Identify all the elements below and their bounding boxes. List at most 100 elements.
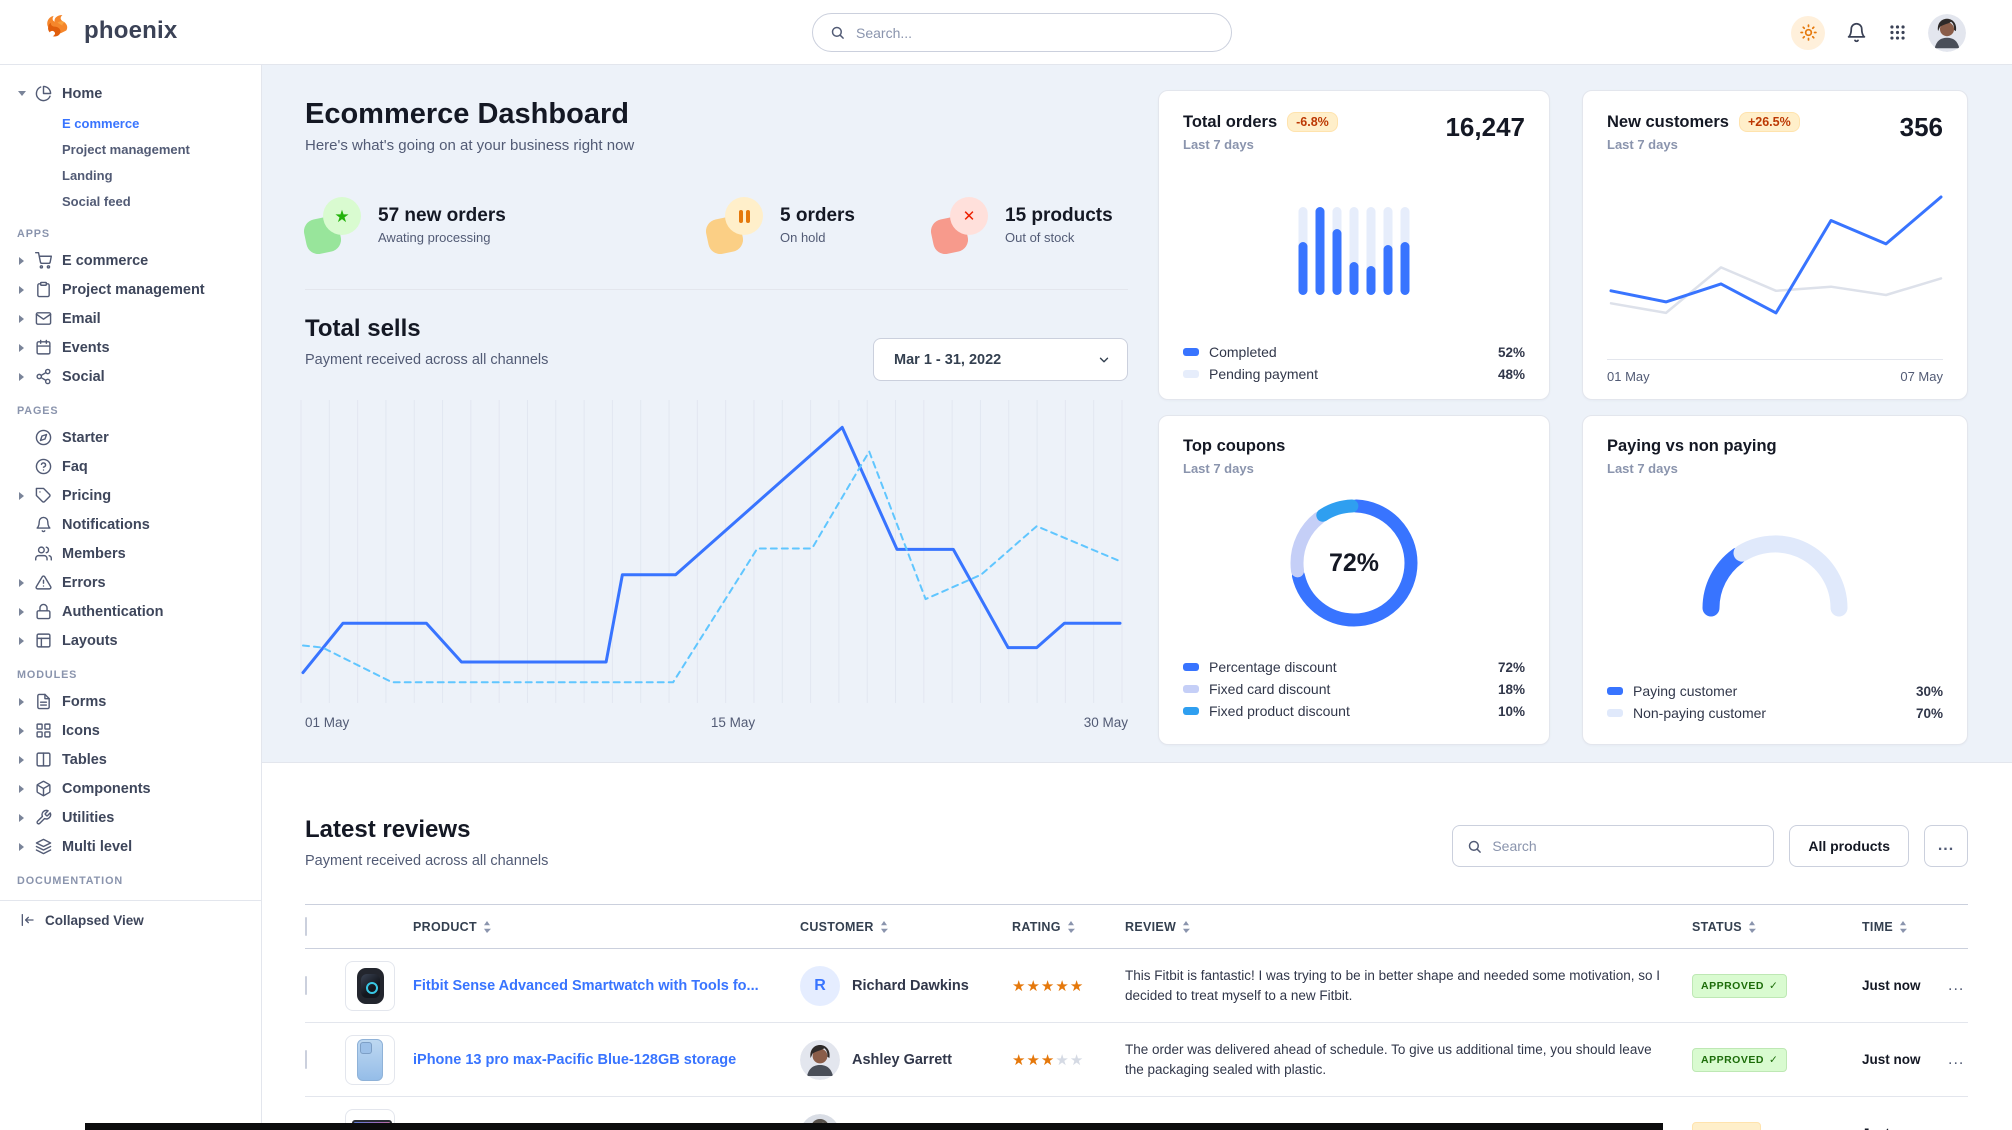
legend-row: Percentage discount 72% <box>1183 656 1525 678</box>
row-more-button[interactable]: ... <box>1948 1050 1965 1068</box>
main-content: Ecommerce Dashboard Here's what's going … <box>262 65 2012 1130</box>
bottom-screen-artifact <box>85 1123 1663 1130</box>
row-more-button[interactable]: ... <box>1948 1125 1968 1130</box>
legend-label: Paying customer <box>1633 683 1738 699</box>
sidebar-item-events[interactable]: Events <box>0 333 261 362</box>
column-header-status[interactable]: STATUS <box>1692 920 1862 934</box>
legend-value: 30% <box>1915 683 1943 699</box>
page-title: Ecommerce Dashboard <box>305 98 629 130</box>
customer-name: Richard Dawkins <box>852 977 969 994</box>
sidebar-item-components[interactable]: Components <box>0 774 261 803</box>
sidebar-item-social-feed[interactable]: Social feed <box>62 193 131 209</box>
order-bar <box>1366 207 1376 295</box>
reviews-search-input[interactable] <box>1492 838 1760 854</box>
x-label-end: 07 May <box>1900 369 1943 384</box>
page-subtitle: Here's what's going on at your business … <box>305 137 635 154</box>
star-icon: ★ <box>1069 1051 1084 1069</box>
sidebar-item-pricing[interactable]: Pricing <box>0 481 261 510</box>
card-period: Last 7 days <box>1607 137 1678 152</box>
sidebar-item-project-management[interactable]: Project management <box>62 141 190 157</box>
all-products-filter-button[interactable]: All products <box>1789 825 1909 867</box>
user-avatar[interactable] <box>1928 13 1966 52</box>
pause-icon <box>725 197 763 235</box>
wrench-icon <box>35 809 53 827</box>
column-header-product[interactable]: PRODUCT <box>413 920 770 934</box>
paying-gauge-chart <box>1685 520 1865 620</box>
sidebar-item-errors[interactable]: Errors <box>0 568 261 597</box>
sort-icon <box>880 920 888 933</box>
reviews-title: Latest reviews <box>305 816 471 843</box>
notifications-bell-icon[interactable] <box>1846 22 1867 43</box>
sidebar-item-layouts[interactable]: Layouts <box>0 626 261 655</box>
legend-label: Completed <box>1209 344 1277 360</box>
collapse-icon <box>19 912 35 928</box>
total-sells-title: Total sells <box>305 315 421 342</box>
row-more-button[interactable]: ... <box>1948 976 1965 994</box>
sort-icon <box>1748 920 1756 933</box>
donut-center-value: 72% <box>1328 548 1380 577</box>
sort-icon <box>483 920 491 933</box>
product-image[interactable] <box>345 1034 395 1085</box>
order-bar <box>1332 207 1342 295</box>
sidebar-item-project-management[interactable]: Project management <box>0 275 261 304</box>
sidebar-collapse-toggle[interactable]: Collapsed View <box>0 900 261 928</box>
sidebar-item-e-commerce[interactable]: E commerce <box>62 115 140 131</box>
select-all-checkbox[interactable] <box>305 916 307 936</box>
legend-swatch <box>1183 685 1199 693</box>
sidebar-home-children: E commerce Project management Landing Socia… <box>0 110 261 214</box>
theme-toggle-sun-icon[interactable] <box>1791 15 1825 50</box>
stats-row: ★ 57 new orders Awating processing 5 ord… <box>301 193 1128 290</box>
sidebar-item-social[interactable]: Social <box>0 362 261 391</box>
users-icon <box>35 545 53 563</box>
sidebar-item-multi-level[interactable]: Multi level <box>0 832 261 861</box>
sidebar-item-notifications[interactable]: Notifications <box>0 510 261 539</box>
date-range-select[interactable]: Mar 1 - 31, 2022 <box>873 338 1128 381</box>
star-icon: ★ <box>1026 977 1040 995</box>
product-link[interactable]: Fitbit Sense Advanced Smartwatch with To… <box>413 977 759 994</box>
column-header-time[interactable]: TIME <box>1862 920 1948 934</box>
sidebar-item-e-commerce[interactable]: E commerce <box>0 246 261 275</box>
sidebar-item-tables[interactable]: Tables <box>0 745 261 774</box>
date-range-value: Mar 1 - 31, 2022 <box>894 351 1002 368</box>
sidebar-item-email[interactable]: Email <box>0 304 261 333</box>
file-icon <box>35 693 53 711</box>
sidebar-item-starter[interactable]: Starter <box>0 423 261 452</box>
legend-label: Fixed product discount <box>1209 703 1350 719</box>
sidebar-item-forms[interactable]: Forms <box>0 687 261 716</box>
sidebar-item-landing[interactable]: Landing <box>62 167 113 183</box>
sidebar-item-authentication[interactable]: Authentication <box>0 597 261 626</box>
sidebar-section-modules: MODULES <box>17 669 78 681</box>
sidebar-item-faq[interactable]: Faq <box>0 452 261 481</box>
total-orders-card: Total orders -6.8% Last 7 days 16,247 Co… <box>1158 90 1550 400</box>
apps-grid-icon[interactable] <box>1888 23 1907 42</box>
column-header-customer[interactable]: CUSTOMER <box>770 920 1012 934</box>
row-checkbox[interactable] <box>305 975 307 995</box>
product-image[interactable] <box>345 960 395 1011</box>
stat-label: On hold <box>780 230 826 245</box>
search-input[interactable] <box>856 24 1214 41</box>
check-icon: ✓ <box>1768 1053 1779 1066</box>
column-header-rating[interactable]: RATING <box>1012 920 1125 934</box>
legend-label: Percentage discount <box>1209 659 1337 675</box>
sidebar-item-members[interactable]: Members <box>0 539 261 568</box>
review-text: The order was delivered ahead of schedul… <box>1125 1042 1652 1077</box>
pie-chart-icon <box>35 85 53 103</box>
sidebar-item-home[interactable]: Home <box>0 79 261 108</box>
search-icon <box>1467 839 1482 854</box>
legend-value: 48% <box>1497 366 1525 382</box>
sidebar-item-icons[interactable]: Icons <box>0 716 261 745</box>
sidebar-section-pages: PAGES <box>17 405 59 417</box>
reviews-more-button[interactable]: ... <box>1924 825 1968 867</box>
product-link[interactable]: iPhone 13 pro max-Pacific Blue-128GB sto… <box>413 1051 737 1068</box>
legend-row: Pending payment 48% <box>1183 363 1525 385</box>
column-header-review[interactable]: REVIEW <box>1125 920 1692 934</box>
x-label-start: 01 May <box>1607 369 1650 384</box>
card-period: Last 7 days <box>1183 137 1254 152</box>
x-axis-label: 01 May <box>305 715 350 730</box>
row-checkbox[interactable] <box>305 1049 307 1069</box>
sidebar-item-utilities[interactable]: Utilities <box>0 803 261 832</box>
star-icon: ★ <box>1040 977 1055 995</box>
brand-logo[interactable]: phoenix <box>44 13 177 49</box>
review-text: This Fitbit is fantastic! I was trying t… <box>1125 968 1661 1003</box>
legend-swatch <box>1183 707 1199 715</box>
